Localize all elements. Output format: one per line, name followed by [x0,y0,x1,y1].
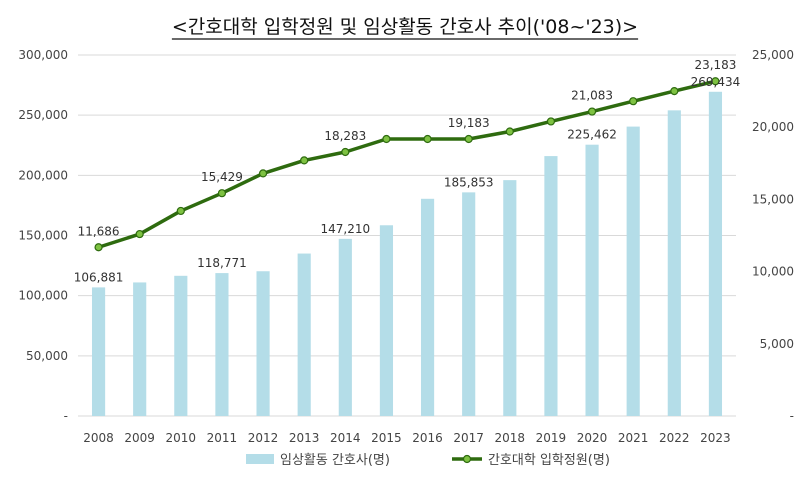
data-labels: 106,881 11,686 118,771 15,429 147,210 18,283 1… [74,58,741,284]
line-data-label: 19,183 [448,116,490,130]
x-tick-label: 2022 [659,431,690,445]
bar [91,287,106,416]
legend-marker-line [462,454,472,464]
x-tick-label: 2008 [83,431,114,445]
bar [585,144,599,416]
x-tick-label: 2011 [207,431,238,445]
y-left-tick-label: 200,000 [18,168,68,182]
line-point [217,189,227,198]
bar [338,238,352,416]
bar [256,271,270,416]
y-right-tick-label: 15,000 [752,192,794,206]
x-tick-label: 2019 [536,431,567,445]
legend: 임상활동 간호사(명) 간호대학 입학정원(명) [246,453,610,468]
bar [544,156,558,416]
x-tick-label: 2012 [248,431,279,445]
legend-label-line: 간호대학 입학정원(명) [488,453,610,468]
y-left-tick-label: - [64,409,68,423]
line-point [546,117,556,126]
bar [503,180,517,416]
x-tick-label: 2010 [166,431,197,445]
line-point [505,127,514,136]
y-left-tick-label: 250,000 [18,108,68,122]
y-right-tick-label: - [790,409,794,423]
bar [215,273,229,416]
line-data-label: 21,083 [571,89,613,103]
line-data-label: 15,429 [201,170,243,184]
line-point [711,77,720,86]
bar-series [91,91,723,417]
bar-data-label: 147,210 [321,222,371,236]
bar [462,192,476,416]
x-tick-label: 2018 [495,431,526,445]
x-tick-label: 2009 [124,431,155,445]
chart-title: <간호대학 입학정원 및 임상활동 간호사 추이('08~'23)> [172,16,638,38]
line-point [300,156,309,165]
line-point [423,134,432,144]
line-point [258,169,268,178]
y-right-tick-label: 10,000 [752,265,794,279]
gridlines [78,54,736,417]
x-tick-label: 2013 [289,431,320,445]
line-point [629,97,638,106]
bar [379,225,394,416]
x-tick-label: 2016 [412,431,443,445]
x-tick-label: 2015 [371,431,402,445]
line-data-label: 18,283 [324,129,366,143]
x-tick-label: 2020 [577,431,608,445]
y-right-tick-label: 20,000 [752,120,794,134]
bar-data-label: 225,462 [567,128,617,142]
legend-label-bar: 임상활동 간호사(명) [280,453,390,468]
bar [297,253,311,416]
line-point [94,243,103,252]
y-left-tick-label: 150,000 [18,229,68,243]
legend-swatch-bar [246,454,274,464]
bar [708,91,723,416]
x-tick-label: 2021 [618,431,649,445]
line-point [464,134,473,144]
bar-data-label: 118,771 [197,256,247,270]
line-point [382,134,391,144]
bar-data-label: 185,853 [444,175,494,189]
line-point [670,86,679,96]
bar-data-label: 106,881 [74,270,124,284]
line-data-label: 23,183 [694,58,736,72]
y-right-tick-label: 25,000 [752,48,794,62]
line-point [135,229,144,239]
bar [133,282,147,416]
bar-data-label: 269,434 [691,75,741,89]
line-point [176,206,185,216]
bar [667,110,681,416]
line-data-label: 11,686 [78,224,120,238]
bar [174,275,188,416]
line-point [341,147,350,157]
y-left-tick-label: 100,000 [18,289,68,303]
x-tick-label: 2014 [330,431,361,445]
bar [420,198,435,416]
line-point [587,107,597,116]
y-left-tick-label: 50,000 [26,349,68,363]
line-series [94,77,720,252]
bar [626,126,640,417]
y-right-tick-label: 5,000 [760,337,794,351]
x-tick-label: 2017 [453,431,484,445]
y-left-tick-label: 300,000 [18,48,68,62]
axis-labels: - 50,000 100,000 150,000 200,000 250,000 300,0… [18,48,794,445]
x-tick-label: 2023 [700,431,731,445]
line-path [98,79,716,249]
